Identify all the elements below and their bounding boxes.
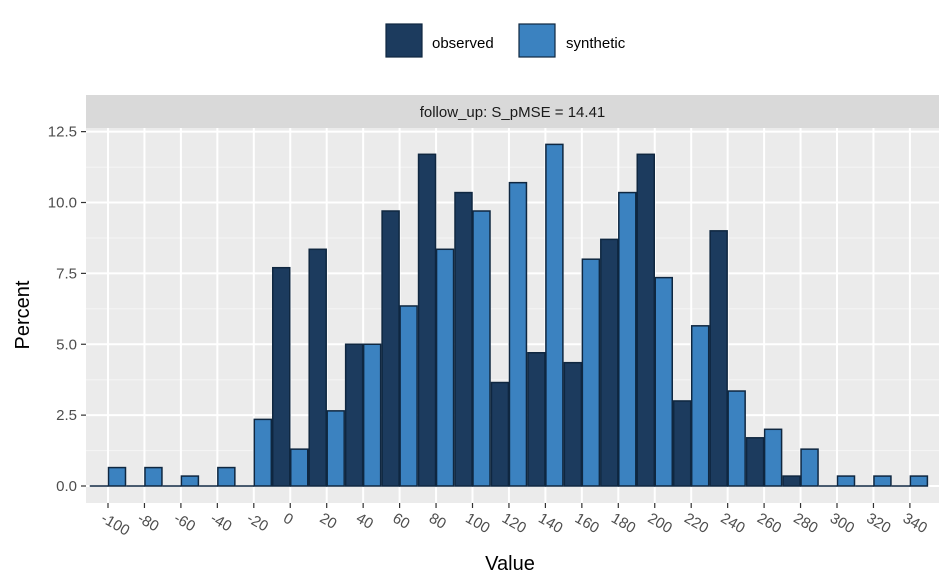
x-axis: -100 -80 -60 -40 -20 0 20 40 60 80 100 120 140 160 180… xyxy=(98,503,930,539)
bar-observed-100 xyxy=(454,191,473,487)
bar-observed-280 xyxy=(782,475,801,487)
x-tick-label: 60 xyxy=(390,510,413,533)
bar-synthetic-160 xyxy=(581,258,601,487)
bar-synthetic-320 xyxy=(873,475,892,487)
x-tick-label: 20 xyxy=(317,510,340,533)
bar-synthetic--60 xyxy=(180,475,200,487)
x-tick-label: -100 xyxy=(98,510,133,540)
bar-synthetic-200 xyxy=(654,276,673,487)
legend-label-observed: observed xyxy=(432,35,494,52)
x-tick-label: 280 xyxy=(791,510,821,537)
bar-synthetic--40 xyxy=(217,466,236,487)
bar-synthetic-300 xyxy=(836,475,856,487)
bar-synthetic-120 xyxy=(508,181,528,487)
y-tick-label: 12.5 xyxy=(48,124,77,141)
x-tick-label: 80 xyxy=(426,510,449,533)
x-tick-label: 260 xyxy=(754,510,784,537)
bar-synthetic-180 xyxy=(618,191,637,487)
bar-synthetic-40 xyxy=(362,343,382,487)
x-tick-label: 40 xyxy=(353,510,376,533)
bars xyxy=(89,143,929,487)
y-tick-label: 0.0 xyxy=(56,478,77,495)
legend-label-synthetic: synthetic xyxy=(566,35,626,52)
facet-strip xyxy=(86,95,939,128)
y-axis-title: Percent xyxy=(12,280,34,349)
x-tick-label: 120 xyxy=(499,510,529,537)
bar-observed-240 xyxy=(709,230,728,487)
x-axis-title: Value xyxy=(485,553,535,575)
bar-synthetic-280 xyxy=(800,448,819,487)
bar-synthetic-0 xyxy=(290,448,309,487)
bar-observed-180 xyxy=(600,238,619,487)
bar-observed-200 xyxy=(636,153,655,487)
bar-observed-140 xyxy=(527,352,546,487)
x-tick-label: -80 xyxy=(134,510,161,536)
x-tick-label: 240 xyxy=(718,510,748,537)
x-tick-label: 100 xyxy=(463,510,493,537)
bar-synthetic-20 xyxy=(326,410,345,487)
bar-observed-260 xyxy=(745,437,765,487)
x-tick-label: -40 xyxy=(207,510,234,536)
y-tick-label: 10.0 xyxy=(48,195,77,212)
legend: observed synthetic xyxy=(385,23,626,58)
x-tick-label: 340 xyxy=(900,510,930,537)
bar-synthetic--100 xyxy=(107,466,127,487)
x-tick-label: 200 xyxy=(645,510,675,537)
x-tick-label: 180 xyxy=(608,510,638,537)
y-tick-label: 5.0 xyxy=(56,336,77,353)
bar-observed-160 xyxy=(563,361,583,487)
bar-synthetic-340 xyxy=(909,475,929,487)
bar-observed-220 xyxy=(672,400,692,487)
bar-observed-120 xyxy=(490,381,510,487)
legend-key-observed xyxy=(385,23,423,58)
bar-observed-40 xyxy=(344,343,364,487)
bar-observed-20 xyxy=(308,248,327,487)
bar-synthetic--20 xyxy=(253,418,273,487)
x-tick-label: 160 xyxy=(572,510,602,537)
x-tick-label: 0 xyxy=(280,510,296,529)
bar-synthetic-60 xyxy=(399,305,418,487)
bar-observed-0 xyxy=(272,266,291,487)
x-tick-label: 300 xyxy=(827,510,857,537)
y-axis: 0.0 2.5 5.0 7.5 10.0 12.5 xyxy=(48,124,86,495)
bar-observed-60 xyxy=(381,210,400,487)
x-tick-label: -60 xyxy=(171,510,198,536)
bar-synthetic-240 xyxy=(727,390,746,487)
y-tick-label: 7.5 xyxy=(56,265,77,282)
bar-synthetic-80 xyxy=(435,248,455,487)
facet-strip-title: follow_up: S_pMSE = 14.41 xyxy=(420,104,606,121)
legend-key-synthetic xyxy=(518,23,556,58)
bar-synthetic-100 xyxy=(472,210,491,487)
bar-synthetic-260 xyxy=(763,428,783,487)
bar-observed-80 xyxy=(417,153,437,487)
x-tick-label: -20 xyxy=(244,510,271,536)
x-tick-label: 140 xyxy=(535,510,565,537)
bar-synthetic--80 xyxy=(144,466,163,487)
bar-synthetic-220 xyxy=(690,325,710,487)
bar-synthetic-140 xyxy=(545,143,564,487)
y-tick-label: 2.5 xyxy=(56,407,77,424)
x-tick-label: 320 xyxy=(863,510,893,537)
x-tick-label: 220 xyxy=(681,510,711,537)
